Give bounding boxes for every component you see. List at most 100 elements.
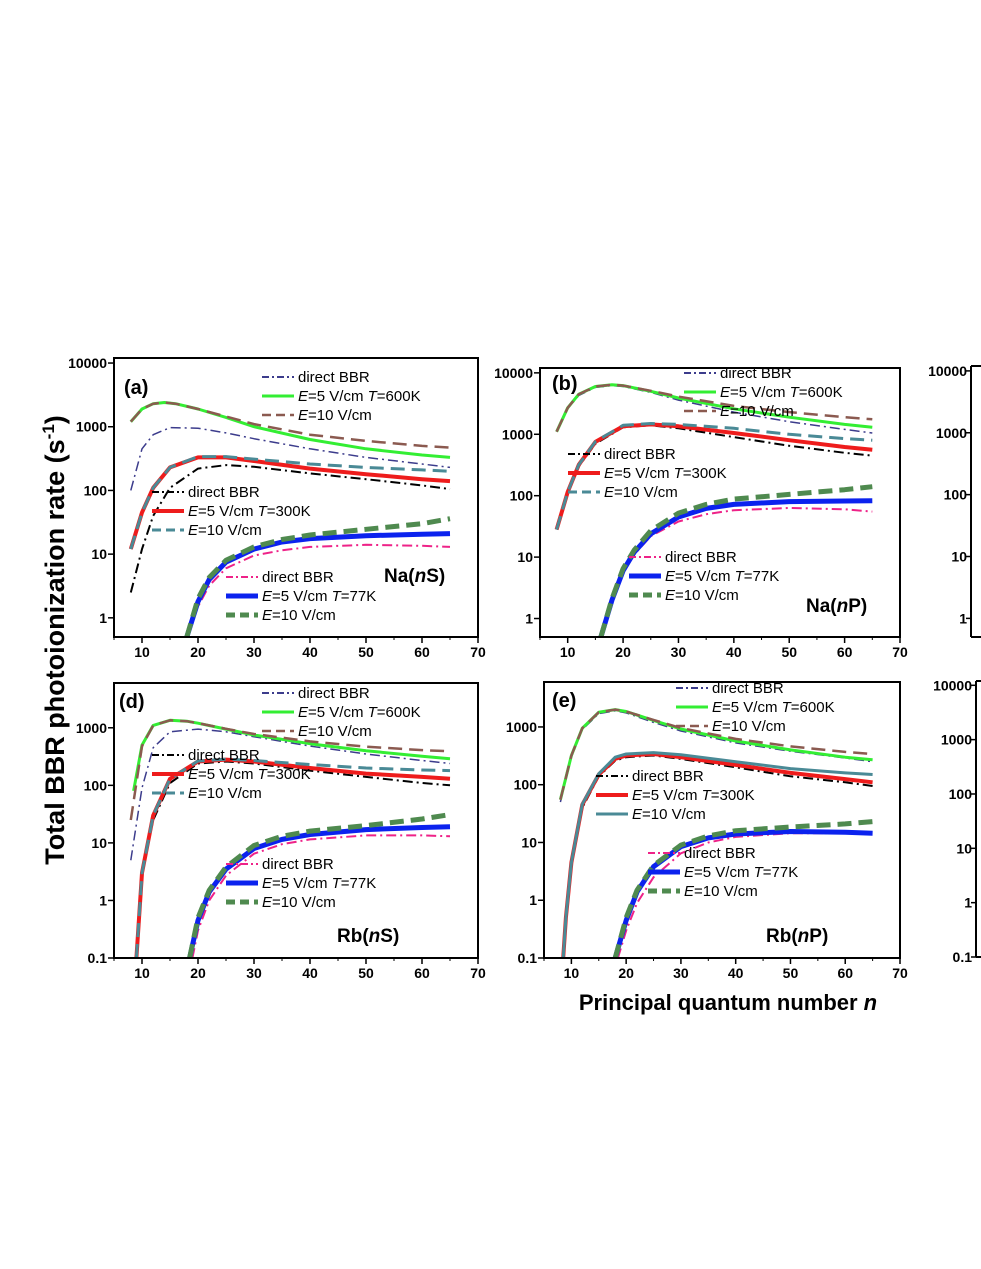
legend-group: direct BBR E=5 V/cm T=600K E=10 V/cm	[262, 369, 421, 424]
series-line	[561, 751, 873, 958]
x-tick-label: 40	[302, 965, 318, 981]
panel-d-series	[129, 718, 451, 958]
legend-group: direct BBR E=5 V/cm T=600K E=10 V/cm	[676, 680, 835, 735]
y-axis-title-superscript: -1	[39, 424, 58, 439]
legend-group: direct BBR E=5 V/cm T=600K E=10 V/cm	[684, 365, 843, 420]
y-tick-label: 1	[959, 610, 967, 626]
x-tick-label: 70	[470, 644, 486, 660]
y-tick-label: 10000	[933, 677, 972, 693]
series-line	[599, 507, 873, 637]
y-tick-label: 100	[84, 777, 108, 793]
x-tick-label: 30	[671, 644, 687, 660]
legend-label: E=5 V/cm T=300K	[188, 766, 311, 783]
legend-label: E=10 V/cm	[665, 587, 739, 604]
panel-label: (b)	[552, 373, 578, 395]
legend-label: E=10 V/cm	[188, 522, 262, 539]
series-line	[129, 464, 451, 593]
x-tick-label: 60	[414, 965, 430, 981]
legend-label: E=5 V/cm T=77K	[262, 588, 376, 605]
panel-c: 1 10 100 1000 10000	[928, 363, 981, 638]
series-line	[134, 757, 451, 958]
y-tick-label: 1000	[506, 719, 537, 735]
x-tick-label: 60	[837, 965, 853, 981]
legend-label: direct BBR	[720, 365, 792, 382]
legend-label: E=10 V/cm	[298, 723, 372, 740]
y-tick-label: 1000	[502, 426, 533, 442]
y-tick-label: 1	[525, 611, 533, 627]
series-line	[129, 401, 451, 449]
y-tick-label: 1	[99, 892, 107, 908]
y-tick-label: 1000	[936, 425, 967, 441]
x-tick-label: 50	[781, 644, 797, 660]
legend-group: direct BBR E=5 V/cm T=300K E=10 V/cm	[152, 484, 311, 539]
series-line	[134, 757, 451, 958]
y-tick-label: 1000	[941, 732, 972, 748]
x-tick-label: 30	[673, 965, 689, 981]
plot-frame	[543, 681, 901, 959]
series-line	[184, 516, 451, 637]
x-tick-label: 40	[728, 965, 744, 981]
legend-label: direct BBR	[684, 845, 756, 862]
y-tick-label: 10	[521, 834, 537, 850]
x-tick-label: 20	[190, 965, 206, 981]
x-axis-title-italic: n	[864, 990, 877, 1015]
y-tick-label: 1	[964, 895, 972, 911]
legend-label: direct BBR	[632, 768, 704, 785]
y-tick-label: 100	[949, 786, 973, 802]
x-axis-title: Principal quantum number n	[579, 990, 877, 1015]
x-tick-label: 30	[246, 644, 262, 660]
y-tick-label: 10000	[928, 363, 967, 379]
atom-state-label: Na(nS)	[384, 566, 445, 587]
panel-e-series	[558, 708, 873, 958]
legend-label: direct BBR	[188, 484, 260, 501]
legend-label: E=10 V/cm	[262, 894, 336, 911]
x-tick-label: 70	[892, 644, 908, 660]
y-tick-label: 0.1	[953, 949, 973, 965]
y-tick-label: 10000	[494, 365, 533, 381]
y-tick-label: 10000	[68, 355, 107, 371]
legend-label: direct BBR	[604, 446, 676, 463]
y-tick-label: 10	[956, 840, 972, 856]
series-line	[555, 422, 873, 531]
y-tick-label: 10	[951, 549, 967, 565]
y-tick-label: 1	[529, 892, 537, 908]
x-tick-label: 70	[892, 965, 908, 981]
plot-frame	[539, 367, 901, 638]
legend-label: E=10 V/cm	[604, 484, 678, 501]
series-line	[555, 383, 873, 433]
y-tick-label: 1	[99, 610, 107, 626]
series-line	[559, 708, 873, 801]
y-axis-title: Total BBR photoionization rate (s-1)	[39, 415, 70, 865]
series-line	[598, 498, 873, 637]
y-tick-label: 100	[510, 488, 534, 504]
legend-label: direct BBR	[298, 685, 370, 702]
x-tick-label: 70	[470, 965, 486, 981]
legend-label: E=5 V/cm T=300K	[604, 465, 727, 482]
x-tick-label: 50	[358, 644, 374, 660]
legend-label: E=10 V/cm	[684, 883, 758, 900]
legend-label: E=10 V/cm	[262, 607, 336, 624]
series-line	[130, 728, 451, 861]
plot-frame	[113, 682, 479, 959]
legend-group: direct BBR E=5 V/cm T=300K E=10 V/cm	[596, 768, 755, 823]
y-axis-title-text: Total BBR photoionization rate (s	[40, 439, 70, 864]
y-tick-label: 100	[514, 777, 538, 793]
x-tick-label: 60	[414, 644, 430, 660]
y-tick-label: 1000	[76, 419, 107, 435]
panel-e: 10 20 30 40 50 60 70 0.1 1 10 100 1000 (e) Rb(nP) dire…	[506, 680, 908, 981]
legend-label: E=10 V/cm	[720, 403, 794, 420]
series-line	[187, 824, 451, 958]
legend-label: E=5 V/cm T=600K	[720, 384, 843, 401]
legend-label: direct BBR	[665, 549, 737, 566]
panels: 10 20 30 40 50 60 70 1 10 100 1000 10000 (a) Na(nS) di…	[68, 355, 981, 981]
series-line	[129, 455, 451, 550]
legend-label: E=5 V/cm T=77K	[684, 864, 798, 881]
svg-text:Total BBR photoionization rate: Total BBR photoionization rate (s-1)	[39, 415, 70, 865]
x-tick-label: 50	[783, 965, 799, 981]
atom-state-label: Rb(nS)	[337, 926, 399, 947]
x-axis-title-text: Principal quantum number	[579, 990, 864, 1015]
x-tick-label: 20	[190, 644, 206, 660]
legend-label: direct BBR	[712, 680, 784, 697]
panel-d: 10 20 30 40 50 60 70 0.1 1 10 100 1000 (d) Rb(nS) dire…	[76, 682, 486, 981]
